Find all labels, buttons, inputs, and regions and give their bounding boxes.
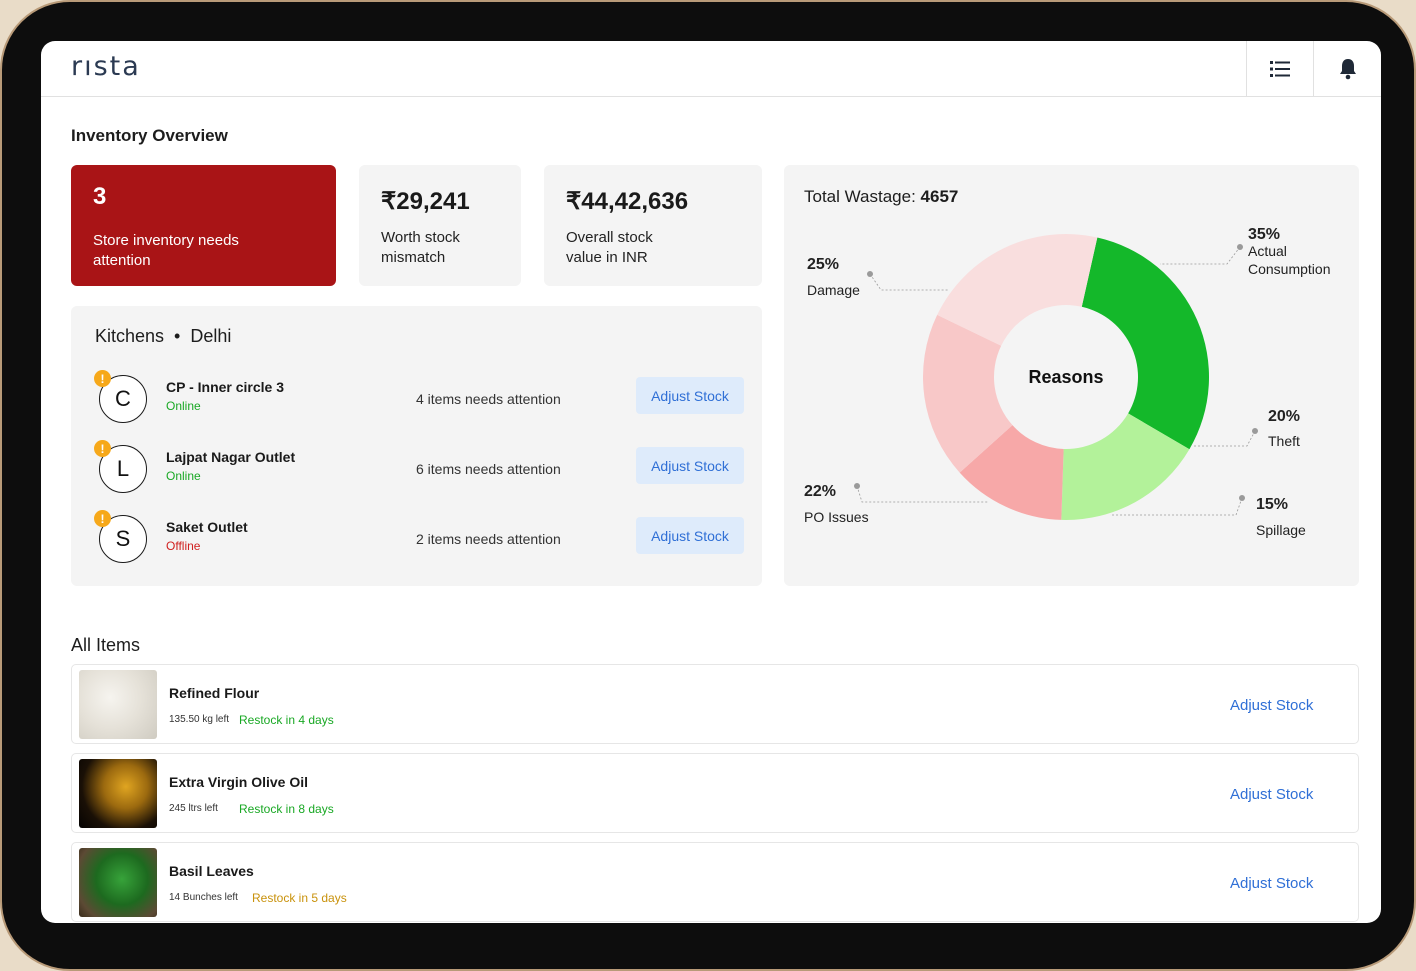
kitchens-city: Delhi [190, 326, 232, 346]
slice-percent-label: 15% [1256, 496, 1288, 513]
mismatch-card: ₹29,241 Worth stock mismatch [359, 165, 521, 286]
attention-label: Store inventory needs attention [93, 232, 239, 269]
kitchen-row: S ! Saket Outlet Offline 2 items needs a… [71, 510, 762, 573]
wastage-total: 4657 [920, 187, 959, 206]
separator-dot: • [174, 326, 181, 346]
leader-dot [1237, 244, 1243, 250]
item-restock: Restock in 5 days [252, 891, 347, 905]
attention-card[interactable]: 3 Store inventory needs attention [71, 165, 336, 286]
app-screen: rısta Inventory Overview 3 Store invento… [41, 41, 1381, 923]
donut-slice-theft [1061, 413, 1190, 520]
kitchen-attention: 4 items needs attention [416, 391, 561, 407]
list-item: Basil Leaves 14 Bunches left Restock in … [71, 842, 1359, 922]
avatar: C [99, 375, 147, 423]
item-quantity: 14 Bunches left [169, 892, 238, 903]
stock-value-label: Overall stock value in INR [566, 229, 653, 266]
kitchen-status: Offline [166, 539, 201, 553]
item-thumbnail [79, 670, 157, 739]
leader-line [1193, 430, 1256, 447]
item-quantity: 245 ltrs left [169, 803, 218, 814]
kitchen-name: CP - Inner circle 3 [166, 379, 285, 395]
list-item: Refined Flour 135.50 kg left Restock in … [71, 664, 1359, 744]
kitchen-row: C ! CP - Inner circle 3 Online 4 items n… [71, 370, 762, 433]
kitchen-attention: 2 items needs attention [416, 531, 561, 547]
app-logo[interactable]: rısta [71, 51, 141, 82]
item-restock: Restock in 8 days [239, 802, 334, 816]
adjust-stock-button[interactable]: Adjust Stock [636, 447, 744, 484]
attention-count: 3 [93, 183, 107, 210]
kitchen-row: L ! Lajpat Nagar Outlet Online 6 items n… [71, 440, 762, 503]
leader-dot [1252, 428, 1258, 434]
kitchen-attention: 6 items needs attention [416, 461, 561, 477]
slice-name-label: Theft [1268, 433, 1300, 449]
slice-name-label: Actual [1248, 243, 1287, 259]
leader-dot [1239, 495, 1245, 501]
item-restock: Restock in 4 days [239, 713, 334, 727]
warning-icon: ! [94, 510, 111, 527]
mismatch-value: ₹29,241 [381, 188, 470, 215]
leader-line [856, 485, 988, 503]
list-icon [1270, 61, 1290, 77]
adjust-stock-button[interactable]: Adjust Stock [1230, 875, 1314, 892]
stock-value: ₹44,42,636 [566, 188, 689, 215]
leader-line [1160, 246, 1241, 265]
leader-dot [854, 483, 860, 489]
kitchen-status: Online [166, 469, 201, 483]
bell-icon [1339, 59, 1356, 80]
donut-slice-po-issues [923, 314, 1013, 473]
donut-slice-damage [937, 234, 1098, 346]
donut-slice-actual-consumption [1081, 237, 1209, 450]
slice-name-label: PO Issues [804, 509, 869, 525]
app-header: rısta [41, 41, 1381, 97]
donut-center-label: Reasons [1028, 367, 1103, 387]
kitchen-name: Lajpat Nagar Outlet [166, 449, 296, 465]
adjust-stock-button[interactable]: Adjust Stock [1230, 697, 1314, 714]
leader-dot [867, 271, 873, 277]
mismatch-label: Worth stock mismatch [381, 229, 460, 266]
item-name: Extra Virgin Olive Oil [169, 774, 309, 790]
stock-value-card: ₹44,42,636 Overall stock value in INR [544, 165, 762, 286]
slice-name-label: Damage [807, 282, 860, 298]
item-thumbnail [79, 848, 157, 917]
slice-percent-label: 20% [1268, 408, 1300, 425]
slice-percent-label: 25% [807, 256, 839, 273]
donut-slice-spillage [959, 425, 1064, 520]
item-thumbnail [79, 759, 157, 828]
item-quantity: 135.50 kg left [169, 714, 230, 725]
wastage-donut-chart: Reasons 35%Actual Consumption 20% Theft 15% Sp… [804, 226, 1331, 538]
item-name: Refined Flour [169, 685, 260, 701]
slice-percent-label: 22% [804, 483, 836, 500]
wastage-title-label: Total Wastage: [804, 187, 916, 206]
warning-icon: ! [94, 440, 111, 457]
adjust-stock-button[interactable]: Adjust Stock [636, 517, 744, 554]
notifications-button[interactable] [1313, 41, 1381, 97]
item-name: Basil Leaves [169, 863, 254, 879]
adjust-stock-button[interactable]: Adjust Stock [636, 377, 744, 414]
page-title: Inventory Overview [71, 126, 228, 145]
items-title: All Items [71, 635, 141, 655]
slice-name-label: Spillage [1256, 522, 1306, 538]
kitchens-title: Kitchens [95, 326, 165, 346]
kitchens-header: Kitchens • Delhi [95, 326, 231, 347]
leader-line [869, 273, 948, 291]
slice-percent-label: 35% [1248, 226, 1280, 243]
menu-button[interactable] [1246, 41, 1313, 97]
adjust-stock-button[interactable]: Adjust Stock [1230, 786, 1314, 803]
wastage-panel: Total Wastage: 4657 Reasons 35% Actual Cons… [784, 165, 1359, 586]
kitchens-panel: Kitchens • Delhi C ! CP - Inner circle 3 O… [71, 306, 762, 586]
wastage-title: Total Wastage: 4657 [804, 187, 958, 207]
list-item: Extra Virgin Olive Oil 245 ltrs left Res… [71, 753, 1359, 833]
warning-icon: ! [94, 370, 111, 387]
slice-name-label: Consumption [1248, 261, 1331, 277]
kitchen-name: Saket Outlet [166, 519, 248, 535]
kitchen-status: Online [166, 399, 201, 413]
